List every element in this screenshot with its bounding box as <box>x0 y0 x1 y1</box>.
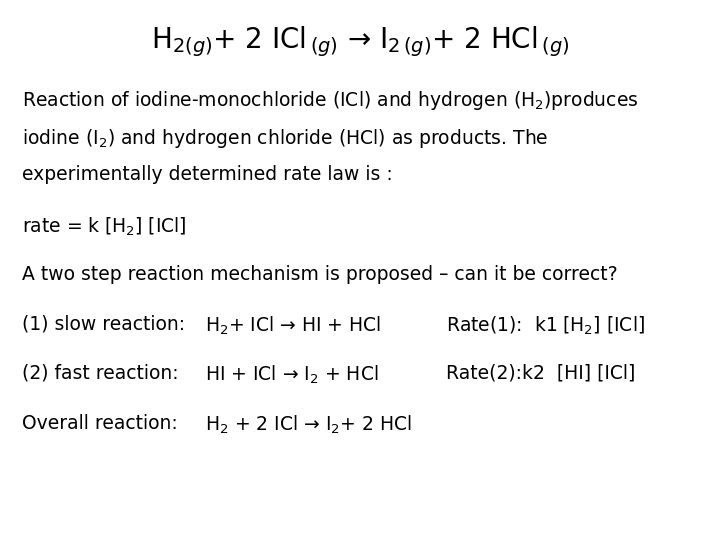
Text: (1) slow reaction:: (1) slow reaction: <box>22 314 185 333</box>
Text: (2) fast reaction:: (2) fast reaction: <box>22 364 179 383</box>
Text: H$_2$ + 2 ICl → I$_2$+ 2 HCl: H$_2$ + 2 ICl → I$_2$+ 2 HCl <box>205 414 412 436</box>
Text: Rate(1):  k1 [H$_2$] [ICl]: Rate(1): k1 [H$_2$] [ICl] <box>446 314 645 336</box>
Text: H$_2$+ ICl → HI + HCl: H$_2$+ ICl → HI + HCl <box>205 314 382 336</box>
Text: Rate(2):k2  [HI] [ICl]: Rate(2):k2 [HI] [ICl] <box>446 364 636 383</box>
Text: iodine (I$_2$) and hydrogen chloride (HCl) as products. The: iodine (I$_2$) and hydrogen chloride (HC… <box>22 127 548 150</box>
Text: Overall reaction:: Overall reaction: <box>22 414 177 433</box>
Text: H$_{2(g)}$+ 2 ICl$_{\,(g)}$ → I$_{2\,(g)}$+ 2 HCl$_{\,(g)}$: H$_{2(g)}$+ 2 ICl$_{\,(g)}$ → I$_{2\,(g)… <box>151 24 569 59</box>
Text: rate = k [H$_2$] [ICl]: rate = k [H$_2$] [ICl] <box>22 216 186 238</box>
Text: experimentally determined rate law is :: experimentally determined rate law is : <box>22 165 392 184</box>
Text: HI + ICl → I$_2$ + HCl: HI + ICl → I$_2$ + HCl <box>205 364 379 386</box>
Text: A two step reaction mechanism is proposed – can it be correct?: A two step reaction mechanism is propose… <box>22 265 617 284</box>
Text: Reaction of iodine-monochloride (ICl) and hydrogen (H$_2$)produces: Reaction of iodine-monochloride (ICl) an… <box>22 89 638 112</box>
